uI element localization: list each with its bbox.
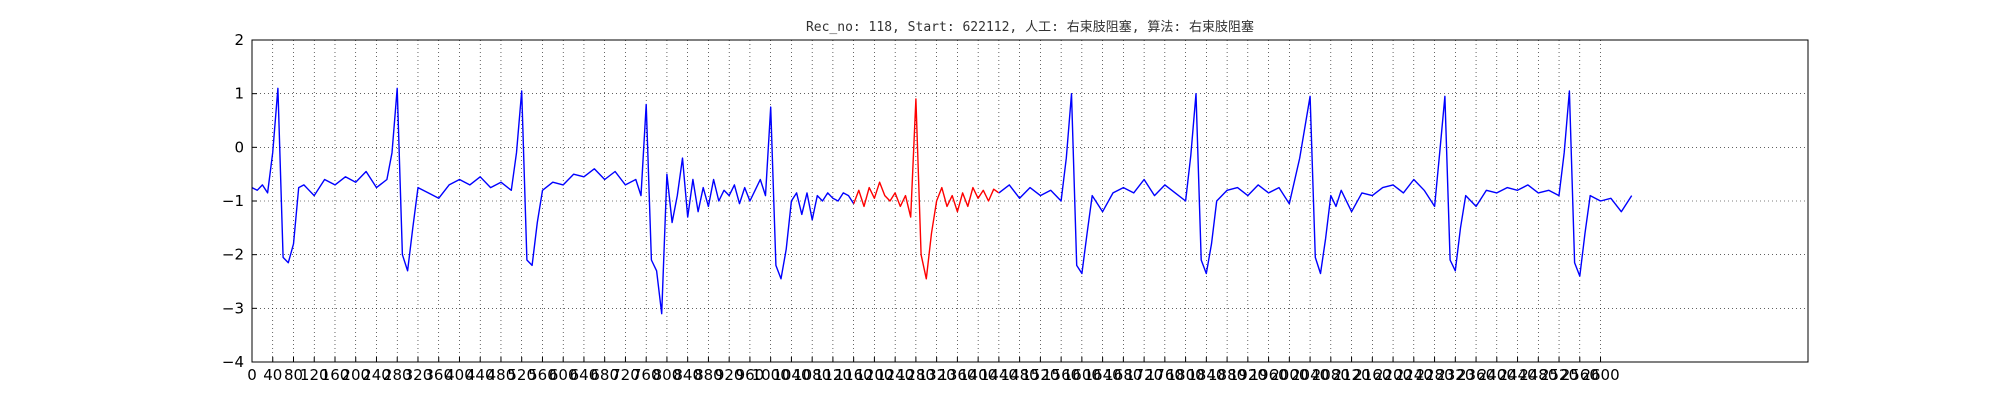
- ecg-series-line-2: [853, 98, 1000, 280]
- x-tick-label: 280: [383, 366, 412, 384]
- x-tick-label: 1280: [897, 366, 935, 384]
- x-tick-label: 1760: [1146, 366, 1184, 384]
- x-tick-label: 800: [653, 366, 682, 384]
- x-tick-label: 2000: [1270, 366, 1308, 384]
- x-tick-label: 2240: [1395, 366, 1433, 384]
- x-tick-label: 120: [300, 366, 329, 384]
- x-tick-label: 1480: [1001, 366, 1039, 384]
- x-tick-label: 200: [341, 366, 370, 384]
- x-tick-label: 1040: [772, 366, 810, 384]
- plot-frame: [251, 39, 1809, 363]
- y-tick-label: −2: [222, 246, 244, 264]
- ecg-series-line-3: [998, 90, 1633, 277]
- x-tick-label: 2520: [1540, 366, 1578, 384]
- y-tick-label: −1: [222, 192, 244, 210]
- x-tick-label: 1720: [1125, 366, 1163, 384]
- y-tick-label: −4: [222, 353, 244, 371]
- x-tick-label: 400: [445, 366, 474, 384]
- x-tick-label: 1840: [1187, 366, 1225, 384]
- x-tick-label: 880: [694, 366, 723, 384]
- x-tick-label: 680: [590, 366, 619, 384]
- x-tick-label: 2600: [1581, 366, 1619, 384]
- x-tick-label: 960: [736, 366, 765, 384]
- x-tick-label: 1520: [1021, 366, 1059, 384]
- x-tick-label: 760: [632, 366, 661, 384]
- x-tick-label: 1160: [835, 366, 873, 384]
- x-tick-label: 40: [263, 366, 282, 384]
- x-tick-label: 2080: [1312, 366, 1350, 384]
- x-tick-label: 160: [321, 366, 350, 384]
- x-tick-label: 720: [611, 366, 640, 384]
- x-tick-label: 520: [507, 366, 536, 384]
- y-tick-label: −3: [222, 299, 244, 317]
- x-tick-label: 2280: [1415, 366, 1453, 384]
- x-tick-label: 560: [528, 366, 557, 384]
- chart-title: Rec_no: 118, Start: 622112, 人工: 右束肢阻塞, 算…: [806, 19, 1254, 35]
- x-tick-label: 2400: [1478, 366, 1516, 384]
- x-tick-label: 1800: [1167, 366, 1205, 384]
- series-layer: [251, 87, 1633, 315]
- x-tick-label: 240: [362, 366, 391, 384]
- x-tick-label: 2440: [1498, 366, 1536, 384]
- x-tick-label: 360: [424, 366, 453, 384]
- x-tick-label: 2200: [1374, 366, 1412, 384]
- x-tick-label: 1560: [1042, 366, 1080, 384]
- x-tick-label: 920: [715, 366, 744, 384]
- x-tick-label: 1080: [793, 366, 831, 384]
- x-tick-label: 1200: [855, 366, 893, 384]
- x-tick-label: 1600: [1063, 366, 1101, 384]
- axis-ticks: 0 40 8012016020024028032036040044048052056…: [222, 31, 1620, 384]
- x-tick-label: 640: [570, 366, 599, 384]
- x-tick-label: 1240: [876, 366, 914, 384]
- grid-lines: [251, 39, 1808, 363]
- y-tick-label: 0: [234, 138, 244, 156]
- x-tick-label: 2480: [1519, 366, 1557, 384]
- x-tick-label: 480: [487, 366, 516, 384]
- x-tick-label: 1960: [1249, 366, 1287, 384]
- x-tick-label: 1320: [918, 366, 956, 384]
- x-tick-label: 1000: [752, 366, 790, 384]
- y-tick-label: 1: [234, 85, 244, 103]
- x-tick-label: 1120: [814, 366, 852, 384]
- x-tick-label: 1360: [938, 366, 976, 384]
- x-tick-label: 2560: [1561, 366, 1599, 384]
- x-tick-label: 1680: [1104, 366, 1142, 384]
- x-tick-label: 840: [673, 366, 702, 384]
- x-tick-label: 1440: [980, 366, 1018, 384]
- x-tick-label: 2160: [1353, 366, 1391, 384]
- x-tick-label: 1880: [1208, 366, 1246, 384]
- x-tick-label: 2040: [1291, 366, 1329, 384]
- y-tick-label: 2: [234, 31, 244, 49]
- x-tick-label: 2120: [1332, 366, 1370, 384]
- ecg-series-line-1: [251, 87, 855, 315]
- x-tick-label: 320: [404, 366, 433, 384]
- x-tick-label: 600: [549, 366, 578, 384]
- x-tick-label: 2320: [1436, 366, 1474, 384]
- x-tick-label: 440: [466, 366, 495, 384]
- x-tick-label: 1920: [1229, 366, 1267, 384]
- x-tick-label: 1640: [1084, 366, 1122, 384]
- x-tick-label: 1400: [959, 366, 997, 384]
- x-tick-label: 80: [284, 366, 303, 384]
- x-tick-label: 2360: [1457, 366, 1495, 384]
- x-tick-label: 0: [247, 366, 257, 384]
